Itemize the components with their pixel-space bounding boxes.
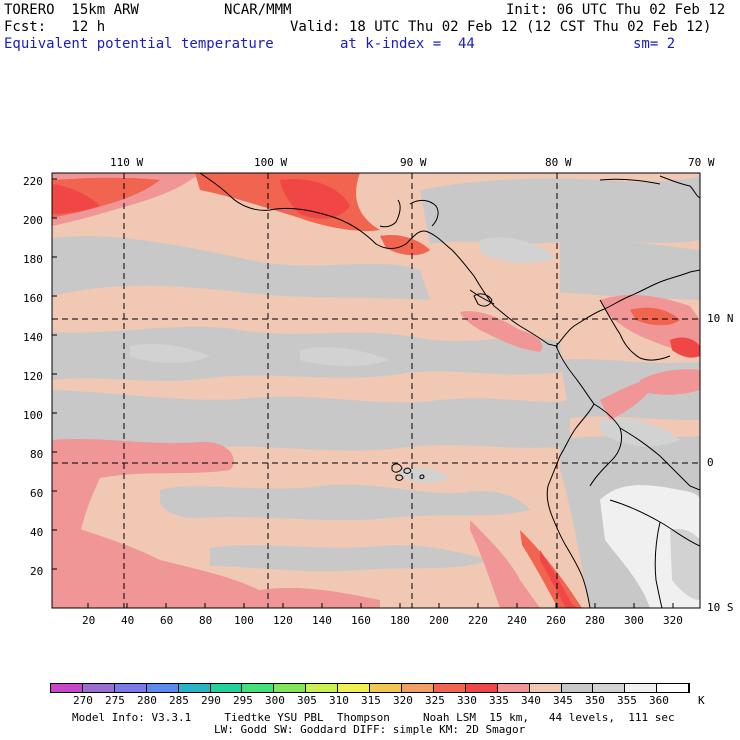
colorbar-segment <box>51 684 83 692</box>
colorbar-segment <box>370 684 402 692</box>
colorbar-value: 310 <box>329 694 349 707</box>
colorbar-segment <box>529 684 562 692</box>
model-info-line2: LW: Godd SW: Goddard DIFF: simple KM: 2D… <box>214 723 526 736</box>
map-frame <box>51 172 701 609</box>
x-tick-label: 80 <box>199 614 213 627</box>
coastlines <box>199 173 700 608</box>
colorbar-value: 280 <box>137 694 157 707</box>
x-tick-label: 160 <box>351 614 371 627</box>
x-tick-label: 200 <box>429 614 449 627</box>
x-tick-label: 280 <box>585 614 605 627</box>
lon-label: 100 W <box>254 156 288 169</box>
colorbar-value: 340 <box>521 694 541 707</box>
x-tick-label: 180 <box>390 614 410 627</box>
field-name: Equivalent potential temperature <box>4 36 274 52</box>
colorbar-value: 270 <box>73 694 93 707</box>
colorbar-segment <box>465 684 498 692</box>
lon-label: 90 W <box>400 156 427 169</box>
colorbar-value: 345 <box>553 694 573 707</box>
x-tick-label: 20 <box>82 614 96 627</box>
y-tick-label: 220 <box>23 175 43 188</box>
smoothing: sm= 2 <box>633 36 676 52</box>
colorbar-segment <box>561 684 594 692</box>
y-tick-label: 180 <box>23 253 43 266</box>
x-tick-label: 300 <box>624 614 644 627</box>
colorbar-value: 295 <box>233 694 253 707</box>
colorbar-segment <box>210 684 243 692</box>
model-info-line1: Model Info: V3.3.1 Tiedtke YSU PBL Thomp… <box>72 711 675 724</box>
x-tick-label: 220 <box>468 614 488 627</box>
colorbar-segment <box>625 684 658 692</box>
colorbar-value: 315 <box>361 694 381 707</box>
lat-label: 10 N <box>707 312 734 325</box>
colorbar-value: 320 <box>393 694 413 707</box>
x-tick-label: 140 <box>312 614 332 627</box>
colorbar-segment <box>146 684 179 692</box>
x-tick-label: 240 <box>507 614 527 627</box>
y-tick-label: 60 <box>30 487 44 500</box>
colorbar-value: 330 <box>457 694 477 707</box>
colorbar-segment <box>306 684 339 692</box>
x-tick-label: 120 <box>273 614 293 627</box>
colorbar-value: 275 <box>105 694 125 707</box>
x-tick-label: 60 <box>160 614 174 627</box>
level-index: at k-index = 44 <box>340 36 475 52</box>
lat-label: 0 <box>707 456 714 469</box>
colorbar-value: 325 <box>425 694 445 707</box>
x-tick-label: 100 <box>234 614 254 627</box>
colorbar <box>50 683 690 693</box>
colorbar-value: 350 <box>585 694 605 707</box>
y-tick-label: 120 <box>23 370 43 383</box>
y-tick-label: 100 <box>23 409 43 422</box>
colorbar-value: 285 <box>169 694 189 707</box>
lon-label: 70 W <box>688 156 715 169</box>
center-title: NCAR/MMM <box>224 2 292 18</box>
colorbar-segment <box>274 684 307 692</box>
colorbar-segment <box>242 684 275 692</box>
map-field <box>52 173 700 608</box>
colorbar-segment <box>82 684 115 692</box>
colorbar-value: 290 <box>201 694 221 707</box>
colorbar-unit: K <box>698 694 705 707</box>
galapagos-islands <box>391 463 425 481</box>
y-tick-label: 160 <box>23 292 43 305</box>
lon-label: 80 W <box>545 156 572 169</box>
lat-lon-grid <box>52 173 700 608</box>
colorbar-segment <box>593 684 626 692</box>
colorbar-segment <box>433 684 466 692</box>
colorbar-value: 360 <box>649 694 669 707</box>
colorbar-segment <box>657 684 690 692</box>
init-time: Init: 06 UTC Thu 02 Feb 12 <box>506 2 726 18</box>
lat-label: 10 S <box>707 601 734 614</box>
forecast-hour: Fcst: 12 h <box>4 19 106 35</box>
y-tick-label: 20 <box>30 565 44 578</box>
lon-label: 110 W <box>110 156 144 169</box>
colorbar-segment <box>178 684 211 692</box>
x-tick-label: 320 <box>663 614 683 627</box>
y-tick-label: 140 <box>23 331 43 344</box>
colorbar-segment <box>497 684 530 692</box>
colorbar-value: 355 <box>617 694 637 707</box>
colorbar-segment <box>401 684 434 692</box>
y-tick-label: 200 <box>23 214 43 227</box>
valid-time: Valid: 18 UTC Thu 02 Feb 12 (12 CST Thu … <box>290 19 712 35</box>
colorbar-value: 305 <box>297 694 317 707</box>
x-tick-label: 40 <box>121 614 135 627</box>
colorbar-value: 335 <box>489 694 509 707</box>
colorbar-segment <box>338 684 371 692</box>
colorbar-segment <box>114 684 147 692</box>
model-title: TORERO 15km ARW <box>4 2 139 18</box>
axis-ticks <box>52 178 674 608</box>
y-tick-label: 80 <box>30 448 44 461</box>
y-tick-label: 40 <box>30 526 44 539</box>
x-tick-label: 260 <box>546 614 566 627</box>
colorbar-value: 300 <box>265 694 285 707</box>
